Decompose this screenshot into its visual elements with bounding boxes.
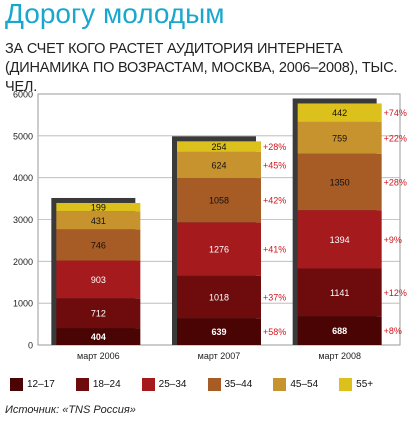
bar-value-label: 639	[211, 327, 226, 337]
change-label: +8%	[384, 326, 402, 336]
bar-value-label: 1350	[330, 177, 350, 187]
change-label: +42%	[263, 196, 286, 206]
bar-value-label: 688	[332, 326, 347, 336]
bar-segment	[56, 260, 141, 299]
change-label: +22%	[384, 133, 407, 143]
bar-segment	[177, 222, 261, 276]
y-tick-label: 4000	[13, 173, 33, 183]
source-note: Источник: «TNS Россия»	[5, 404, 136, 416]
bar-segment	[297, 103, 382, 122]
bar-value-label: 1394	[330, 235, 350, 245]
bar-value-label: 442	[332, 108, 347, 118]
y-tick-label: 3000	[13, 215, 33, 225]
bar-segment	[56, 328, 141, 345]
y-tick-label: 0	[28, 341, 33, 351]
y-tick-label: 2000	[13, 257, 33, 267]
bar-segment	[56, 229, 141, 261]
change-label: +58%	[263, 327, 286, 337]
legend-swatch	[207, 378, 221, 391]
bar-value-label: 1141	[330, 288, 349, 298]
bar-value-label: 903	[91, 275, 106, 285]
bar-segment	[177, 178, 261, 223]
bar-segment	[177, 151, 261, 179]
legend-swatch	[273, 378, 287, 391]
y-tick-label: 6000	[13, 90, 33, 100]
bar-segment	[177, 275, 261, 319]
stacked-bar-chart: 0 1000 2000 3000 4000 5000 6000 404 712 903 746 431…	[13, 90, 407, 362]
bar-value-label: 624	[211, 160, 226, 170]
change-label: +37%	[263, 292, 286, 302]
bar-value-label: 199	[91, 203, 106, 213]
change-label: +28%	[263, 142, 286, 152]
legend-label: 55+	[356, 379, 374, 390]
bar-value-label: 1058	[209, 196, 229, 206]
x-tick-label: март 2007	[198, 351, 241, 361]
y-tick-label: 1000	[13, 299, 33, 309]
chart-legend: 12–17 18–24 25–34 35–44 45–54 55+	[10, 378, 405, 392]
legend-label: 18–24	[92, 379, 121, 390]
bar-value-label: 254	[211, 142, 226, 152]
bar-segment	[297, 153, 382, 211]
legend-label: 12–17	[27, 379, 55, 390]
bar-segment	[56, 202, 141, 212]
bar-segment	[297, 268, 382, 317]
bar-value-label: 404	[91, 332, 106, 342]
change-label: +9%	[384, 235, 402, 245]
change-label: +74%	[384, 108, 407, 118]
bar-value-label: 759	[332, 133, 347, 143]
x-tick-label: март 2008	[318, 351, 361, 361]
legend-label: 25–34	[158, 379, 187, 390]
legend-swatch	[75, 378, 89, 391]
chart-title: Дорогу молодым	[5, 0, 225, 29]
bar-value-label: 746	[91, 240, 106, 250]
legend-label: 35–44	[224, 379, 253, 390]
legend-label: 45–54	[290, 379, 319, 390]
bar-value-label: 431	[91, 216, 106, 226]
bar-segment	[297, 316, 382, 345]
legend-swatch	[141, 378, 155, 391]
legend-swatch	[339, 378, 353, 391]
bar-segment	[177, 318, 261, 345]
x-tick-label: март 2006	[77, 351, 120, 361]
bar-segment	[56, 298, 141, 329]
bar-segment	[177, 141, 261, 152]
bar-value-label: 712	[91, 309, 106, 319]
change-label: +12%	[384, 288, 407, 298]
bar-value-label: 1018	[209, 292, 229, 302]
y-tick-label: 5000	[13, 131, 33, 141]
change-label: +45%	[263, 160, 286, 170]
legend-swatch	[10, 378, 23, 391]
bar-segment	[297, 210, 382, 269]
change-label: +28%	[384, 177, 407, 187]
bar-segment	[56, 211, 141, 230]
change-label: +41%	[263, 244, 286, 254]
bar-value-label: 1276	[209, 244, 229, 254]
bar-segment	[297, 121, 382, 154]
chart-subtitle: ЗА СЧЕТ КОГО РАСТЕТ АУДИТОРИЯ ИНТЕРНЕТА …	[5, 41, 398, 95]
